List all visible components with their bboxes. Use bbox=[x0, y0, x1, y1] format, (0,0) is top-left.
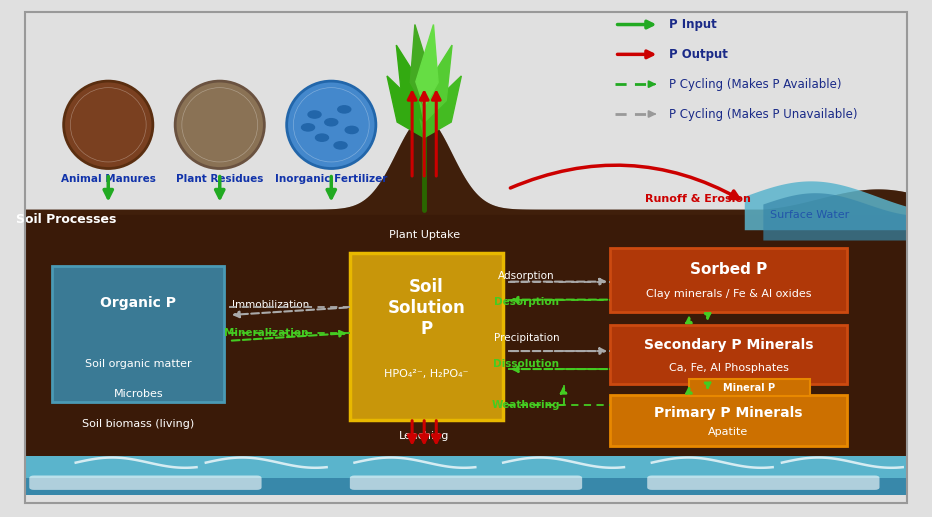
Text: Leaching: Leaching bbox=[399, 431, 449, 441]
Text: Primary P Minerals: Primary P Minerals bbox=[654, 406, 802, 420]
Text: Surface Water: Surface Water bbox=[770, 210, 849, 220]
Bar bbox=[24, 457, 908, 495]
Circle shape bbox=[315, 134, 328, 141]
Text: Soil Processes: Soil Processes bbox=[16, 214, 116, 226]
Text: Weathering: Weathering bbox=[492, 400, 561, 410]
Polygon shape bbox=[416, 24, 438, 107]
Text: Plant Uptake: Plant Uptake bbox=[389, 231, 459, 240]
Polygon shape bbox=[419, 76, 461, 138]
Circle shape bbox=[308, 111, 321, 118]
FancyBboxPatch shape bbox=[647, 476, 880, 490]
Text: Mineral P: Mineral P bbox=[723, 383, 775, 392]
Ellipse shape bbox=[287, 81, 376, 169]
Polygon shape bbox=[745, 181, 908, 230]
Text: Mineralization: Mineralization bbox=[224, 328, 308, 338]
Text: Desorption: Desorption bbox=[494, 297, 559, 307]
Text: P Input: P Input bbox=[668, 18, 717, 31]
FancyBboxPatch shape bbox=[350, 253, 503, 420]
Ellipse shape bbox=[63, 81, 153, 169]
Circle shape bbox=[345, 126, 358, 133]
Text: Plant Residues: Plant Residues bbox=[176, 174, 264, 184]
Polygon shape bbox=[24, 117, 908, 215]
FancyBboxPatch shape bbox=[350, 476, 582, 490]
FancyBboxPatch shape bbox=[52, 266, 225, 402]
Circle shape bbox=[334, 142, 347, 149]
Text: P Cycling (Makes P Unavailable): P Cycling (Makes P Unavailable) bbox=[668, 108, 857, 120]
Polygon shape bbox=[418, 45, 452, 122]
Text: Organic P: Organic P bbox=[101, 296, 176, 310]
Text: Microbes: Microbes bbox=[114, 389, 163, 399]
Text: Sorbed P: Sorbed P bbox=[690, 262, 767, 277]
Circle shape bbox=[302, 124, 314, 131]
Text: Precipitation: Precipitation bbox=[494, 333, 559, 343]
Text: P Cycling (Makes P Available): P Cycling (Makes P Available) bbox=[668, 78, 841, 90]
Circle shape bbox=[337, 106, 350, 113]
Text: Inorganic Fertilizer: Inorganic Fertilizer bbox=[275, 174, 388, 184]
Text: Adsorption: Adsorption bbox=[498, 271, 555, 281]
Text: Soil organic matter: Soil organic matter bbox=[85, 359, 192, 369]
Ellipse shape bbox=[175, 81, 265, 169]
Text: Soil biomass (living): Soil biomass (living) bbox=[82, 419, 195, 429]
Text: Soil
Solution
P: Soil Solution P bbox=[388, 279, 465, 338]
Text: Dissolution: Dissolution bbox=[493, 359, 559, 369]
FancyBboxPatch shape bbox=[610, 248, 847, 312]
Text: Ca, Fe, Al Phosphates: Ca, Fe, Al Phosphates bbox=[668, 363, 788, 373]
Polygon shape bbox=[763, 193, 908, 240]
Bar bbox=[24, 478, 908, 495]
FancyBboxPatch shape bbox=[610, 395, 847, 446]
Text: P Output: P Output bbox=[668, 48, 728, 61]
Text: Animal Manures: Animal Manures bbox=[61, 174, 156, 184]
Polygon shape bbox=[396, 45, 430, 122]
FancyBboxPatch shape bbox=[29, 476, 262, 490]
FancyBboxPatch shape bbox=[689, 379, 810, 396]
Polygon shape bbox=[410, 24, 432, 107]
Text: Immobilization: Immobilization bbox=[232, 300, 309, 310]
FancyBboxPatch shape bbox=[610, 325, 847, 385]
Polygon shape bbox=[387, 76, 429, 138]
Text: HPO₄²⁻, H₂PO₄⁻: HPO₄²⁻, H₂PO₄⁻ bbox=[384, 369, 469, 378]
Text: Apatite: Apatite bbox=[708, 427, 748, 437]
Text: Secondary P Minerals: Secondary P Minerals bbox=[644, 338, 814, 353]
Text: Runoff & Erosion: Runoff & Erosion bbox=[645, 194, 751, 204]
Polygon shape bbox=[24, 117, 908, 457]
Circle shape bbox=[324, 118, 337, 126]
Text: Clay minerals / Fe & Al oxides: Clay minerals / Fe & Al oxides bbox=[646, 290, 811, 299]
